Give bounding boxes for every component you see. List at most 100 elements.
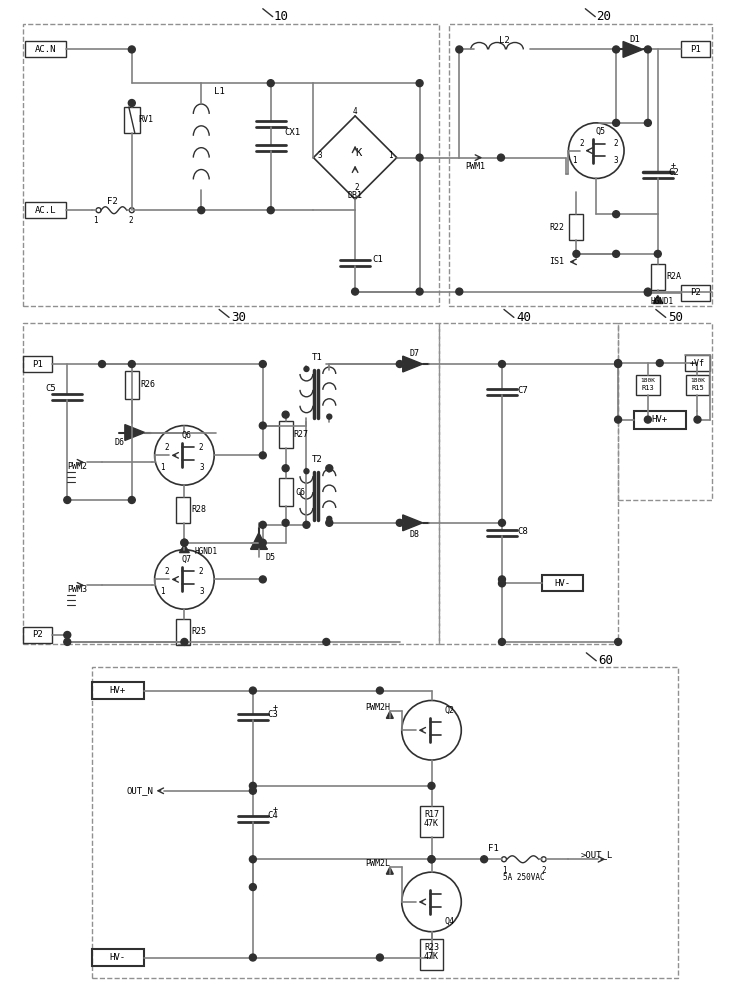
- Circle shape: [259, 422, 266, 429]
- Circle shape: [98, 361, 106, 368]
- Text: PWM2: PWM2: [67, 462, 87, 471]
- Text: PWM1: PWM1: [465, 162, 485, 171]
- Polygon shape: [387, 711, 393, 718]
- Text: L2: L2: [498, 36, 509, 45]
- Bar: [440, 323, 618, 644]
- Bar: [636, 375, 660, 395]
- Text: D8: D8: [409, 530, 420, 539]
- Bar: [420, 939, 443, 970]
- Text: Q2: Q2: [445, 706, 454, 715]
- Circle shape: [181, 638, 188, 645]
- Bar: [125, 371, 139, 399]
- Text: 2: 2: [129, 216, 133, 225]
- Bar: [124, 107, 140, 133]
- Circle shape: [282, 519, 289, 526]
- Text: 5A 250VAC: 5A 250VAC: [503, 873, 545, 882]
- Bar: [176, 619, 190, 645]
- Circle shape: [259, 361, 266, 368]
- Polygon shape: [403, 356, 423, 372]
- Circle shape: [613, 119, 620, 126]
- Circle shape: [614, 360, 622, 367]
- Text: C3: C3: [268, 710, 278, 719]
- Circle shape: [645, 288, 651, 295]
- Bar: [23, 356, 52, 372]
- Text: 2: 2: [542, 866, 546, 875]
- Circle shape: [129, 361, 135, 368]
- Text: 1: 1: [389, 151, 393, 160]
- Text: R25: R25: [192, 627, 207, 636]
- Circle shape: [498, 361, 506, 368]
- Circle shape: [416, 154, 423, 161]
- Text: C8: C8: [517, 527, 528, 536]
- Text: C7: C7: [517, 386, 528, 395]
- Circle shape: [304, 469, 309, 474]
- Text: HV+: HV+: [110, 686, 126, 695]
- Text: 1: 1: [160, 463, 165, 472]
- Text: HV-: HV-: [554, 579, 570, 588]
- Text: C5: C5: [45, 384, 56, 393]
- Text: R22: R22: [549, 223, 564, 232]
- Text: 40: 40: [516, 311, 531, 324]
- Circle shape: [498, 154, 504, 161]
- Text: 3: 3: [614, 156, 618, 165]
- Circle shape: [129, 46, 135, 53]
- Circle shape: [645, 46, 651, 53]
- Circle shape: [326, 465, 333, 472]
- Text: F2: F2: [107, 197, 118, 206]
- Bar: [681, 41, 711, 57]
- Text: 2: 2: [614, 139, 618, 148]
- Bar: [24, 202, 66, 218]
- Text: R27: R27: [293, 430, 308, 439]
- Circle shape: [129, 497, 135, 503]
- Text: 2: 2: [198, 443, 203, 452]
- Circle shape: [614, 638, 622, 645]
- Circle shape: [416, 288, 423, 295]
- Circle shape: [249, 687, 257, 694]
- Bar: [176, 497, 190, 523]
- Text: 47K: 47K: [424, 819, 439, 828]
- Text: HGND1: HGND1: [194, 547, 218, 556]
- Circle shape: [498, 580, 506, 587]
- Text: D7: D7: [409, 349, 420, 358]
- Text: HGND1: HGND1: [650, 297, 674, 306]
- Circle shape: [64, 497, 71, 503]
- Circle shape: [304, 367, 309, 371]
- Circle shape: [249, 787, 257, 794]
- Text: 3: 3: [317, 151, 322, 160]
- Circle shape: [428, 856, 435, 863]
- Text: 180K: 180K: [640, 378, 656, 383]
- Text: 47K: 47K: [424, 952, 439, 961]
- Circle shape: [259, 521, 266, 528]
- Circle shape: [327, 516, 331, 521]
- Bar: [279, 421, 293, 448]
- Circle shape: [694, 416, 701, 423]
- Text: C1: C1: [373, 255, 383, 264]
- Circle shape: [456, 46, 463, 53]
- Bar: [542, 575, 584, 591]
- Bar: [92, 667, 678, 978]
- Text: R28: R28: [192, 505, 207, 514]
- Circle shape: [282, 411, 289, 418]
- Circle shape: [64, 638, 71, 645]
- Text: R26: R26: [140, 380, 155, 389]
- Text: 4: 4: [353, 107, 357, 116]
- Circle shape: [351, 288, 359, 295]
- Text: P2: P2: [32, 630, 43, 639]
- Circle shape: [573, 250, 580, 257]
- Text: AC.L: AC.L: [35, 206, 56, 215]
- Text: PWM3: PWM3: [67, 585, 87, 594]
- Text: C6: C6: [295, 488, 306, 497]
- Text: >OUT_L: >OUT_L: [580, 850, 612, 859]
- Text: DB1: DB1: [348, 191, 362, 200]
- Text: L1: L1: [214, 87, 224, 96]
- Circle shape: [303, 521, 310, 528]
- Text: D1: D1: [630, 35, 640, 44]
- Circle shape: [323, 638, 330, 645]
- Circle shape: [198, 207, 205, 214]
- Text: F1: F1: [487, 844, 498, 853]
- Text: +Vf: +Vf: [690, 359, 705, 368]
- Text: 20: 20: [595, 10, 611, 23]
- Circle shape: [396, 519, 404, 526]
- Bar: [92, 682, 144, 699]
- Text: PWM2H: PWM2H: [365, 703, 390, 712]
